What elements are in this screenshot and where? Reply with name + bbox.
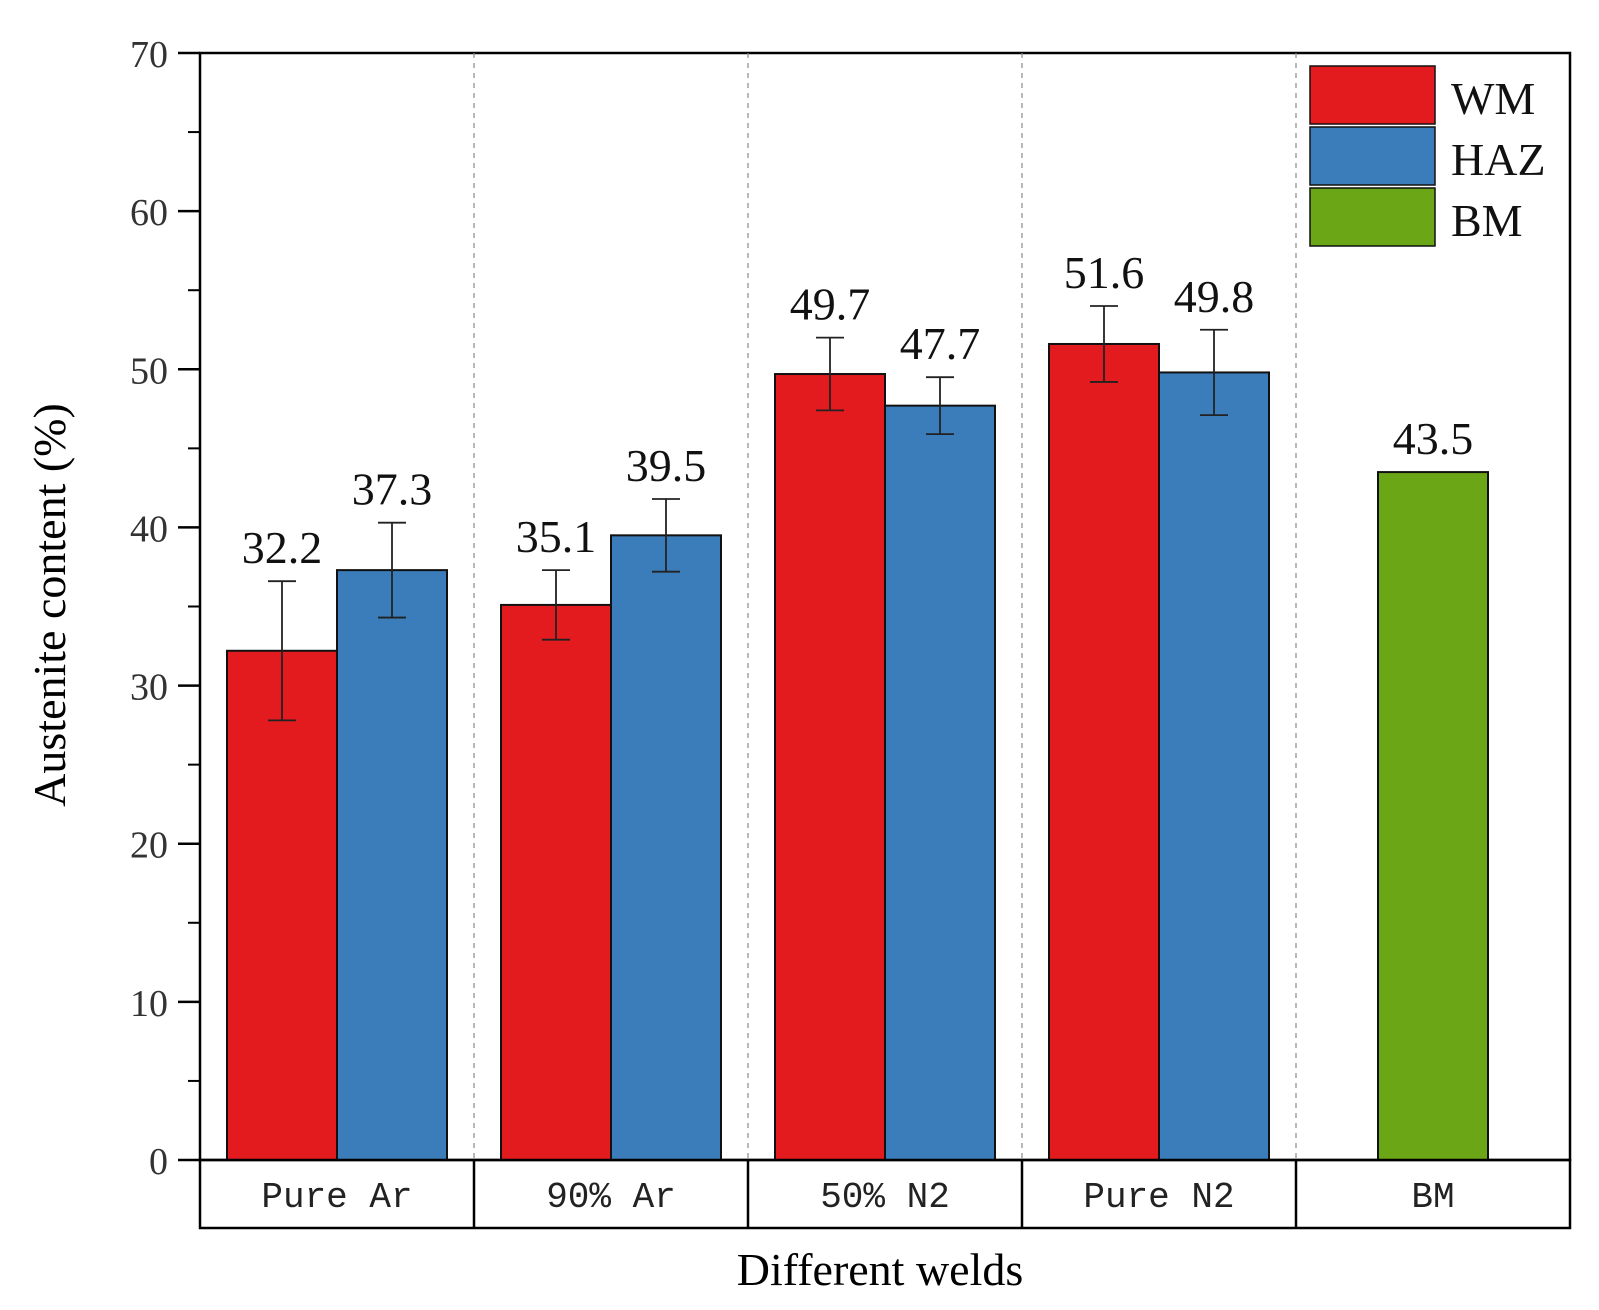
- legend-label: WM: [1451, 73, 1535, 124]
- x-axis-label: Different welds: [737, 1244, 1024, 1295]
- category-label: Pure Ar: [261, 1177, 412, 1218]
- legend-label: BM: [1451, 195, 1523, 246]
- data-label: 39.5: [626, 440, 707, 491]
- bar-wm: [774, 373, 886, 1161]
- bar-wm: [1048, 342, 1160, 1161]
- y-tick-label: 0: [149, 1141, 168, 1183]
- y-axis-label: Austenite content (%): [24, 403, 75, 807]
- bar-haz: [1158, 371, 1270, 1162]
- data-label: 37.3: [352, 464, 433, 515]
- data-label: 51.6: [1064, 247, 1145, 298]
- legend-swatch-wm: [1309, 65, 1436, 125]
- y-tick-label: 50: [130, 350, 168, 392]
- category-table-frame: [198, 1158, 1572, 1230]
- bar-haz: [610, 534, 722, 1161]
- data-label: 49.7: [790, 279, 871, 330]
- data-label: 47.7: [900, 318, 981, 369]
- legend-swatch-bm: [1309, 187, 1436, 247]
- data-label: 49.8: [1174, 271, 1255, 322]
- bar-wm: [500, 603, 612, 1161]
- bar-haz: [336, 569, 448, 1161]
- y-tick-label: 20: [130, 825, 168, 867]
- y-tick-label: 70: [130, 34, 168, 76]
- bar-haz: [884, 404, 996, 1161]
- y-tick-label: 60: [130, 192, 168, 234]
- y-tick-label: 30: [130, 667, 168, 709]
- category-label: Pure N2: [1083, 1177, 1234, 1218]
- legend-swatch-haz: [1309, 126, 1436, 186]
- data-label: 35.1: [516, 511, 597, 562]
- y-tick-label: 40: [130, 508, 168, 550]
- bar-wm: [226, 649, 338, 1162]
- bar-bm: [1377, 471, 1489, 1162]
- category-label: 50% N2: [820, 1177, 950, 1218]
- data-label: 43.5: [1393, 413, 1474, 464]
- data-label: 32.2: [242, 522, 323, 573]
- y-tick-label: 10: [130, 983, 168, 1025]
- legend-label: HAZ: [1451, 134, 1546, 185]
- category-label: 90% Ar: [546, 1177, 676, 1218]
- category-label: BM: [1411, 1177, 1454, 1218]
